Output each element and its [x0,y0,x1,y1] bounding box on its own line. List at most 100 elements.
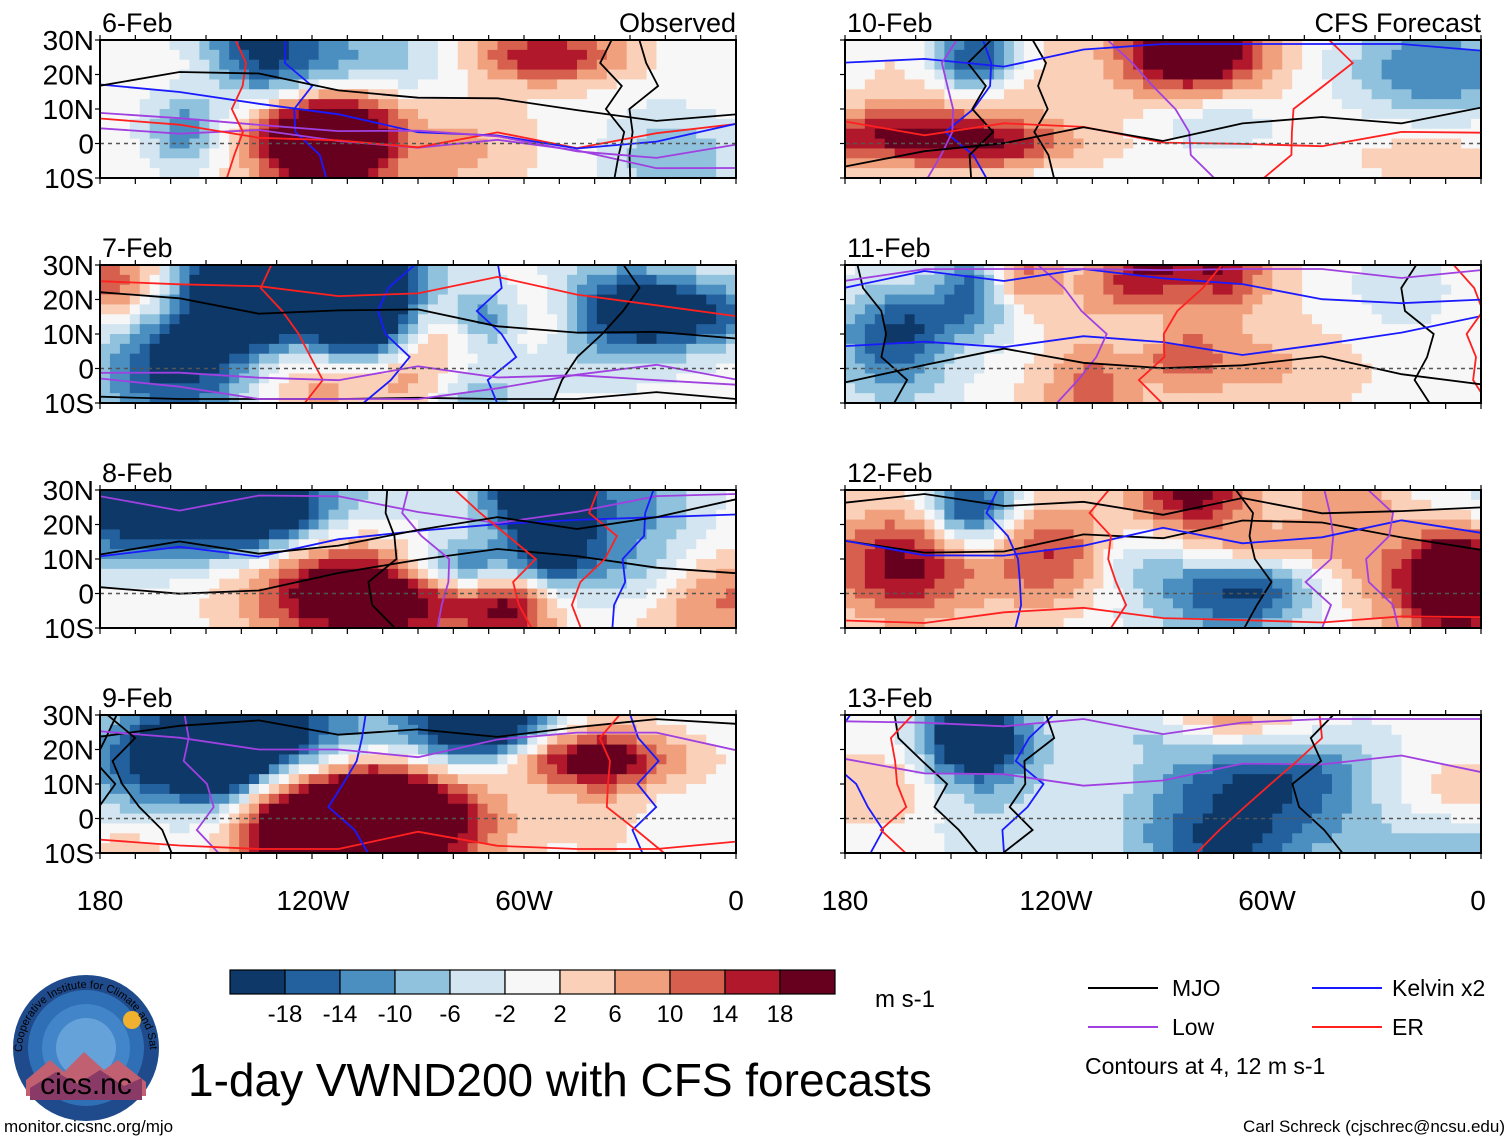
contour-line [551,265,641,403]
contour-line [845,754,1481,787]
anomaly-field [845,265,1481,403]
contour-line [1195,715,1323,853]
y-tick-label: 30N [43,700,94,731]
contour-line [100,718,736,738]
panel-date-label: 7-Feb [102,233,173,263]
footer-url: monitor.cicsnc.org/mjo [4,1117,173,1136]
contour-line [100,830,736,850]
y-tick-label: 10N [43,94,94,125]
y-tick-label: 0 [78,129,94,160]
contour-line [845,43,1481,68]
x-tick-label-left-180: 180 [77,885,124,916]
contour-line [985,490,1023,628]
contour-line [182,715,220,853]
y-tick-label: 20N [43,60,94,91]
x-tick-label-left-120w: 120W [276,885,350,916]
contour-line [1002,715,1056,853]
contour-line [1400,265,1435,403]
anomaly-field [845,490,1481,628]
colorbar-tick-label: -14 [323,1001,358,1028]
contour-line [611,490,655,628]
anomaly-field [845,40,1481,178]
colorbar-tick-label: 10 [657,1001,684,1028]
x-axis-right: 180 120W 60W 0 [822,885,1486,916]
y-tick-label: 0 [78,354,94,385]
contour-line [1365,490,1400,628]
y-tick-label: 10S [44,613,94,644]
contour-line [475,265,518,403]
x-tick-label-left-0: 0 [728,885,744,916]
footer-credit: Carl Schreck (cjschrec@ncsu.edu) [1243,1117,1505,1136]
colorbar [229,969,836,995]
x-axis-left: 180 120W 60W 0 [77,885,744,916]
contour-line [1031,40,1055,178]
contour-line [845,493,1481,516]
contour-line [845,315,1481,356]
contour-line [926,40,958,178]
forecast-label: CFS Forecast [1314,8,1481,38]
contour-line [570,490,619,628]
colorbar-box [394,969,451,995]
anomaly-field [100,40,736,178]
figure-title: 1-day VWND200 with CFS forecasts [188,1054,932,1106]
contour-line [845,120,1481,148]
colorbar-box [614,969,671,995]
panel-date-label: 10-Feb [847,8,933,38]
contour-line [100,291,736,340]
contour-line [893,715,979,853]
panel-date-label: 6-Feb [102,8,173,38]
x-tick-label-right-0: 0 [1470,885,1486,916]
contour-line [100,391,736,400]
x-tick-label-right-180: 180 [822,885,869,916]
panel-date-label: 13-Feb [847,683,933,713]
colorbar-tick-label: 2 [553,1001,566,1028]
colorbar-box [449,969,506,995]
legend-label-kelvin: Kelvin x2 [1392,975,1485,1001]
y-tick-label: 10S [44,388,94,419]
colorbar-tick-label: -10 [378,1001,413,1028]
colorbar-tick-labels: -18 -14 -10 -6 -2 2 6 10 14 18 [268,1001,794,1028]
y-tick-label: 0 [78,579,94,610]
contour-line [100,730,736,759]
panel-12-feb: 12-Feb [840,458,1482,634]
y-tick-label: 10S [44,838,94,869]
panel-date-label: 8-Feb [102,458,173,488]
y-tick-label: 20N [43,285,94,316]
contour-note: Contours at 4, 12 m s-1 [1085,1053,1325,1079]
contour-line [327,715,369,853]
anomaly-field [100,715,736,853]
panel-13-feb: 13-Feb [840,683,1482,859]
contour-line [845,106,1481,168]
x-tick-label-right-120w: 120W [1019,885,1093,916]
y-tick-label: 30N [43,250,94,281]
contour-line [226,40,247,178]
contour-line [1291,715,1344,853]
colorbar-tick-label: -2 [494,1001,515,1028]
contour-line [845,718,1481,736]
y-tick-label: 10S [44,163,94,194]
contour-line [845,268,1481,305]
contour-line [454,490,538,628]
y-tick-label: 10N [43,769,94,800]
colorbar-box [229,969,286,995]
contour-line [100,715,118,808]
contour-line [362,265,416,403]
colorbar-box [339,969,396,995]
contour-line [100,548,736,595]
contour-line [100,498,736,556]
colorbar-box [724,969,781,995]
panel-date-label: 9-Feb [102,683,173,713]
colorbar-box [669,969,726,995]
contour-line [1235,490,1273,628]
contour-line [100,112,736,159]
colorbar-box [779,969,836,995]
legend-label-mjo: MJO [1172,975,1221,1001]
y-tick-label: 20N [43,735,94,766]
y-tick-label: 0 [78,804,94,835]
colorbar-tick-label: 14 [712,1001,739,1028]
contour-line [401,490,451,628]
colorbar-box [504,969,561,995]
